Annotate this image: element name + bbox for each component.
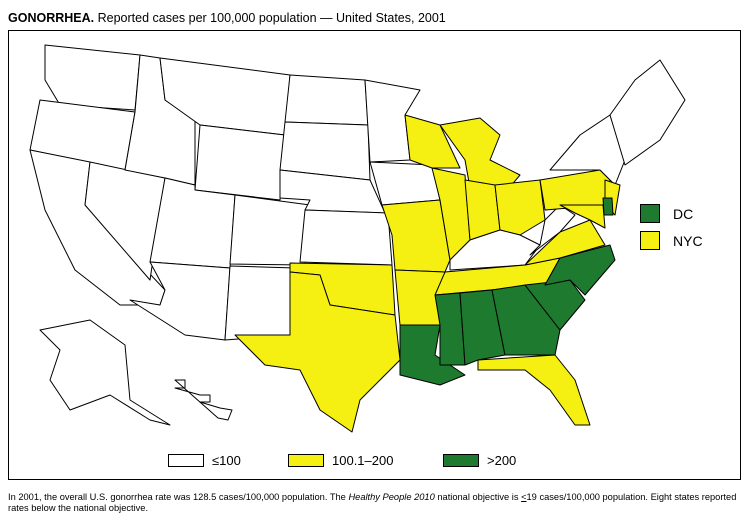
state-ky — [449, 229, 541, 271]
state-tx — [234, 271, 401, 433]
nyc-indicator: NYC — [640, 231, 703, 250]
legend-mid: 100.1–200 — [288, 453, 393, 468]
state-pa — [539, 169, 611, 211]
state-ne-region — [609, 59, 686, 166]
legend-label: >200 — [487, 453, 517, 468]
dc-label: DC — [673, 205, 694, 222]
nyc-swatch — [640, 231, 660, 250]
footnote-text: national objective is — [434, 492, 522, 502]
state-oh — [494, 179, 546, 236]
state-wi — [404, 114, 461, 169]
state-md — [559, 204, 606, 229]
state-ga — [491, 284, 561, 356]
legend-swatch-high — [443, 454, 479, 467]
state-ia — [369, 161, 441, 206]
footnote-text: In 2001, the overall U.S. gonorrhea rate… — [8, 492, 349, 502]
state-de — [602, 197, 614, 216]
title-bold: GONORRHEA. — [8, 11, 95, 25]
legend-low: ≤100 — [168, 453, 241, 468]
state-nd — [284, 74, 369, 126]
legend-high: >200 — [443, 453, 516, 468]
footnote-italic: Healthy People 2010 — [348, 492, 435, 502]
state-ms — [434, 292, 466, 366]
state-wy — [194, 124, 286, 201]
state-al — [459, 289, 506, 366]
legend-label: ≤100 — [212, 453, 241, 468]
state-ks — [299, 209, 393, 266]
state-hi — [174, 379, 233, 421]
state-in — [464, 179, 501, 241]
state-nm — [224, 265, 296, 341]
state-wa — [44, 44, 141, 111]
footnote: In 2001, the overall U.S. gonorrhea rate… — [8, 492, 743, 514]
page-title: GONORRHEA. Reported cases per 100,000 po… — [8, 11, 446, 25]
footnote-text: 19 cases/100,000 population. Eight state… — [8, 492, 737, 513]
dc-indicator: DC — [640, 204, 693, 223]
legend-swatch-mid — [288, 454, 324, 467]
footnote-le: < — [521, 492, 527, 502]
title-text: Reported cases per 100,000 population — … — [97, 11, 446, 25]
state-fl — [477, 354, 591, 426]
dc-swatch — [640, 204, 660, 223]
legend-swatch-low — [168, 454, 204, 467]
state-mi — [439, 117, 521, 194]
state-va — [524, 219, 606, 266]
legend-label: 100.1–200 — [332, 453, 394, 468]
state-wv — [529, 204, 576, 256]
state-co — [229, 194, 311, 266]
state-ak — [39, 319, 171, 426]
map-frame — [8, 30, 741, 480]
nyc-label: NYC — [673, 232, 703, 249]
